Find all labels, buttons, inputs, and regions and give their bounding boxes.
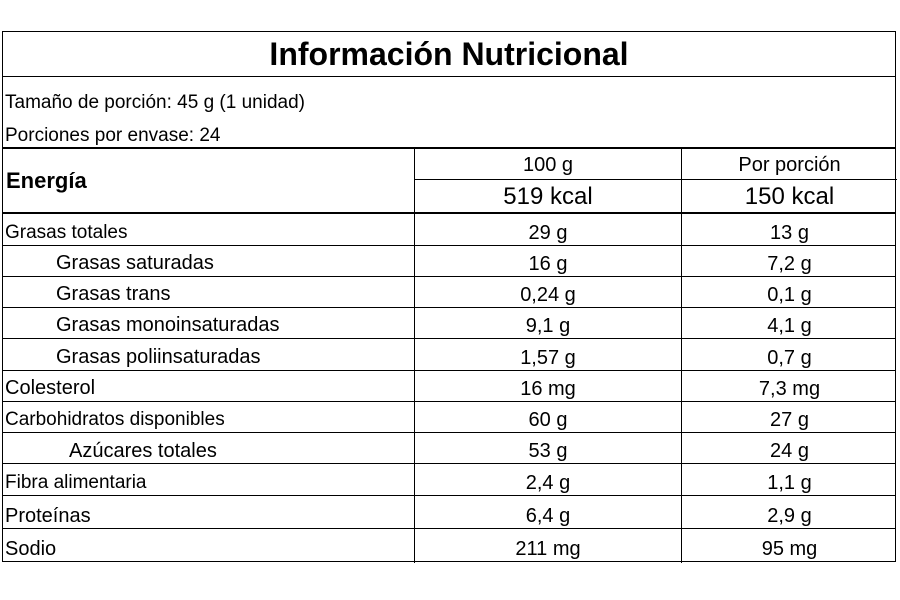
column-divider-2 [681,148,682,563]
value-100g: 211 mg [515,538,581,560]
value-portion: 7,2 g [767,253,812,275]
value-portion: 13 g [770,222,809,244]
value-portion: 2,9 g [767,505,812,527]
nutrient-label-carbohidratos: Carbohidratos disponibles [5,409,225,430]
value-100g: 16 mg [520,378,576,400]
nutrition-facts-panel: Información Nutricional Tamaño de porció… [2,31,897,563]
nutrient-label-sodio: Sodio [5,538,57,560]
header-bottom-rule [3,212,895,214]
row-rule [3,528,895,529]
nutrient-label-azucares-totales: Azúcares totales [69,440,217,462]
nutrient-label-colesterol: Colesterol [5,377,96,399]
row-rule [3,463,895,464]
value-portion: 0,1 g [767,284,812,306]
column-header-100g: 100 g [522,154,574,176]
nutrient-label-grasas-poliinsaturadas: Grasas poliinsaturadas [56,346,261,368]
value-100g: 60 g [528,409,568,431]
value-portion: 0,7 g [767,347,812,369]
value-portion: 1,1 g [767,472,812,494]
servings-per-package: Porciones por envase: 24 [5,125,221,146]
value-100g: 2,4 g [525,472,571,494]
row-rule [3,276,895,277]
value-100g: 9,1 g [525,315,571,337]
nutrient-label-grasas-saturadas: Grasas saturadas [56,252,214,274]
value-100g: 6,4 g [525,505,571,527]
value-portion: 7,3 mg [758,378,821,400]
value-portion: 4,1 g [767,315,812,337]
value-100g: 53 g [528,440,568,462]
row-rule [3,338,895,339]
column-header-portion: Por porción [738,154,841,176]
nutrient-label-grasas-monoinsaturadas: Grasas monoinsaturadas [56,314,280,336]
value-100g: 1,57 g [520,347,576,369]
nutrient-label-grasas-totales: Grasas totales [5,222,128,243]
column-divider-1 [414,148,415,563]
nutrient-label-proteinas: Proteínas [5,505,91,527]
row-rule [3,401,895,402]
energy-value-100g: 519 kcal [503,183,593,210]
panel-title: Información Nutricional [3,32,895,77]
nutrient-label-fibra: Fibra alimentaria [5,472,147,493]
value-portion: 27 g [770,409,809,431]
nutrient-label-grasas-trans: Grasas trans [56,283,171,305]
row-rule [3,370,895,371]
value-100g: 16 g [528,253,568,275]
row-rule [3,245,895,246]
row-rule [3,432,895,433]
value-100g: 0,24 g [520,284,576,306]
energy-label: Energía [6,168,87,193]
header-top-rule [3,147,895,149]
serving-size: Tamaño de porción: 45 g (1 unidad) [5,92,305,113]
energy-value-portion: 150 kcal [744,183,835,210]
row-rule [3,495,895,496]
value-100g: 29 g [528,222,568,244]
value-portion: 95 mg [761,538,818,560]
value-portion: 24 g [770,440,809,462]
header-sub-rule [414,179,897,180]
row-rule [3,307,895,308]
